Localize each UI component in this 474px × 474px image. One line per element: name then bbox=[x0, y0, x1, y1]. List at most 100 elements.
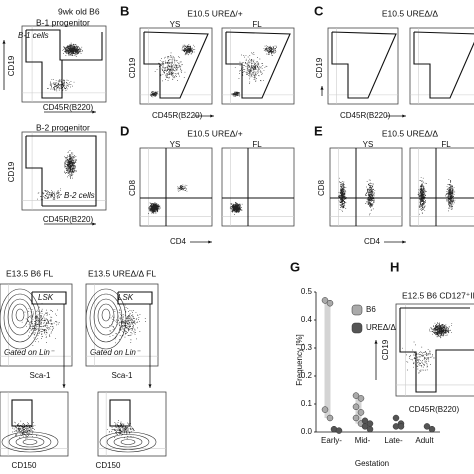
x-axis-label: CD45R(B220) bbox=[409, 405, 460, 414]
dot-cloud bbox=[263, 45, 277, 56]
plot-frame bbox=[409, 27, 474, 105]
point bbox=[352, 403, 360, 411]
plot-frame bbox=[85, 283, 159, 367]
dot-cloud bbox=[429, 322, 453, 339]
dot-cloud bbox=[234, 52, 268, 84]
contour bbox=[11, 303, 29, 329]
dot-cloud bbox=[181, 44, 196, 56]
plot-label: B-1 progenitor bbox=[36, 17, 90, 27]
x-axis-label: CD150 bbox=[96, 461, 121, 470]
contour bbox=[1, 431, 59, 453]
gate-note: Gated on Lin⁻ bbox=[4, 348, 55, 357]
point bbox=[326, 414, 334, 422]
point bbox=[357, 409, 365, 416]
contour bbox=[22, 439, 38, 445]
panel-title: 9wk old B6 bbox=[58, 6, 100, 16]
point bbox=[352, 414, 360, 422]
gate bbox=[399, 308, 474, 393]
dot-cloud bbox=[12, 420, 38, 440]
legend-swatch bbox=[351, 322, 363, 334]
gate bbox=[31, 291, 67, 305]
contour bbox=[0, 288, 41, 350]
arrow-head bbox=[208, 240, 212, 244]
gate bbox=[11, 399, 33, 427]
point bbox=[366, 425, 374, 433]
point bbox=[392, 414, 400, 422]
point bbox=[326, 299, 334, 307]
dot-cloud bbox=[229, 202, 243, 215]
x-tick-label: Late- bbox=[384, 436, 403, 445]
gate bbox=[117, 291, 153, 305]
gate bbox=[225, 31, 291, 99]
legend-swatch bbox=[351, 304, 363, 316]
dot-cloud bbox=[231, 91, 241, 97]
y-axis-label: Frequency [%] bbox=[295, 334, 304, 386]
gate-label: LSK bbox=[118, 293, 134, 302]
plot-frame bbox=[0, 283, 73, 367]
panel-title: E10.5 UREΔ/Δ bbox=[382, 8, 439, 18]
plot-label: YS bbox=[170, 20, 181, 29]
contour bbox=[93, 298, 119, 336]
arrow-head bbox=[374, 340, 378, 344]
point bbox=[352, 392, 360, 399]
y-axis-label: CD8 bbox=[317, 179, 326, 196]
panel-letter: H bbox=[390, 259, 399, 274]
panel-title: E12.5 B6 CD127⁺IL bbox=[402, 290, 474, 300]
point bbox=[321, 406, 329, 413]
x-axis-label: CD45R(B220) bbox=[340, 111, 391, 120]
x-axis-label: CD45R(B220) bbox=[43, 215, 94, 224]
dot-cloud bbox=[365, 179, 376, 216]
gate bbox=[25, 136, 43, 206]
contour bbox=[89, 293, 123, 343]
plot-title: E13.5 UREΔ/Δ FL bbox=[88, 268, 156, 278]
dot-cloud bbox=[148, 202, 161, 214]
point bbox=[357, 395, 365, 402]
contour bbox=[120, 439, 136, 445]
plot-frame bbox=[0, 391, 69, 457]
gate-note: Gated on Lin⁻ bbox=[90, 348, 141, 357]
point bbox=[423, 423, 431, 430]
dot-cloud bbox=[445, 179, 456, 212]
x-axis-label: CD45R(B220) bbox=[43, 103, 94, 112]
gate bbox=[143, 31, 209, 99]
panel-letter: C bbox=[314, 3, 324, 18]
arrow-head bbox=[92, 110, 96, 114]
arrow-head bbox=[62, 384, 66, 388]
dot-cloud bbox=[154, 52, 186, 82]
plot-label: FL bbox=[252, 20, 262, 29]
dot-cloud bbox=[107, 420, 135, 439]
dot-cloud bbox=[109, 304, 146, 344]
dot-cloud bbox=[177, 184, 188, 192]
arrow-head bbox=[2, 40, 6, 44]
y-axis-label: CD19 bbox=[128, 57, 137, 78]
plot-frame bbox=[395, 303, 474, 397]
dot-cloud bbox=[64, 150, 77, 179]
gate bbox=[331, 31, 397, 99]
contour bbox=[15, 436, 45, 448]
plot-label: B-2 progenitor bbox=[36, 122, 90, 132]
dot-cloud bbox=[402, 341, 435, 374]
arrow-head bbox=[92, 222, 96, 226]
panel-letter: E bbox=[314, 123, 323, 138]
dot-cloud bbox=[37, 188, 62, 200]
range-bar bbox=[324, 300, 331, 418]
contour bbox=[99, 431, 157, 453]
arrow-head bbox=[402, 240, 406, 244]
x-tick-label: Early- bbox=[321, 436, 342, 445]
x-tick-label: Mid- bbox=[355, 436, 371, 445]
x-tick-label: Adult bbox=[415, 436, 434, 445]
plot-frame bbox=[221, 147, 295, 227]
legend-label: UREΔ/Δ bbox=[366, 323, 396, 332]
contour bbox=[8, 434, 52, 450]
contour bbox=[101, 308, 111, 322]
arrow-head bbox=[210, 114, 214, 118]
gate bbox=[26, 29, 103, 61]
x-axis-label: CD4 bbox=[170, 237, 187, 246]
plot-label: FL bbox=[252, 140, 262, 149]
dot-cloud bbox=[21, 303, 60, 346]
gate-label: B-1 cells bbox=[18, 31, 49, 40]
x-axis-label: CD4 bbox=[364, 237, 381, 246]
point bbox=[321, 297, 329, 304]
plot-frame bbox=[327, 27, 399, 105]
